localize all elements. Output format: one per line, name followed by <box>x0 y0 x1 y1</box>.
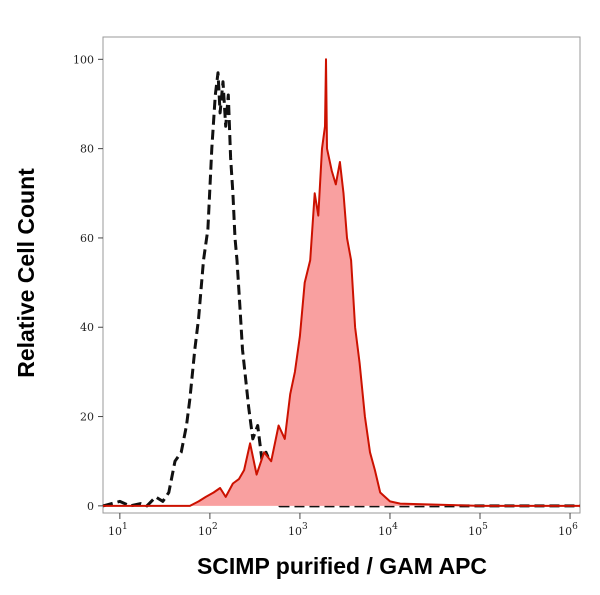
x-tick-base: 10 <box>108 525 122 538</box>
series-area <box>103 59 580 506</box>
y-axis-title: Relative Cell Count <box>13 168 39 378</box>
x-tick-base: 10 <box>558 525 572 538</box>
x-tick-exponent: 5 <box>482 522 488 532</box>
x-tick-exponent: 3 <box>302 522 308 532</box>
y-tick-label: 100 <box>73 53 94 66</box>
x-tick-label: 105 <box>468 522 488 538</box>
x-tick-label: 103 <box>288 522 308 538</box>
x-tick-label: 104 <box>378 522 398 538</box>
x-tick-label: 102 <box>198 522 218 538</box>
x-tick-exponent: 1 <box>122 522 128 532</box>
series-line <box>103 58 580 507</box>
x-tick-base: 10 <box>378 525 392 538</box>
y-tick-label: 40 <box>80 321 94 334</box>
y-tick-label: 20 <box>80 411 94 424</box>
y-tick-label: 60 <box>80 232 94 245</box>
y-tick-label: 80 <box>80 143 94 156</box>
x-tick-exponent: 6 <box>572 522 578 532</box>
y-tick-label: 0 <box>87 500 94 513</box>
x-tick-exponent: 4 <box>392 522 398 532</box>
x-tick-base: 10 <box>468 525 482 538</box>
x-tick-label: 101 <box>108 522 128 538</box>
x-tick-base: 10 <box>198 525 212 538</box>
x-tick-base: 10 <box>288 525 302 538</box>
plot-frame <box>102 36 581 514</box>
x-axis-title: SCIMP purified / GAM APC <box>197 553 487 579</box>
x-tick-exponent: 2 <box>212 522 218 532</box>
series-line <box>102 71 580 508</box>
x-tick-label: 106 <box>558 522 578 538</box>
